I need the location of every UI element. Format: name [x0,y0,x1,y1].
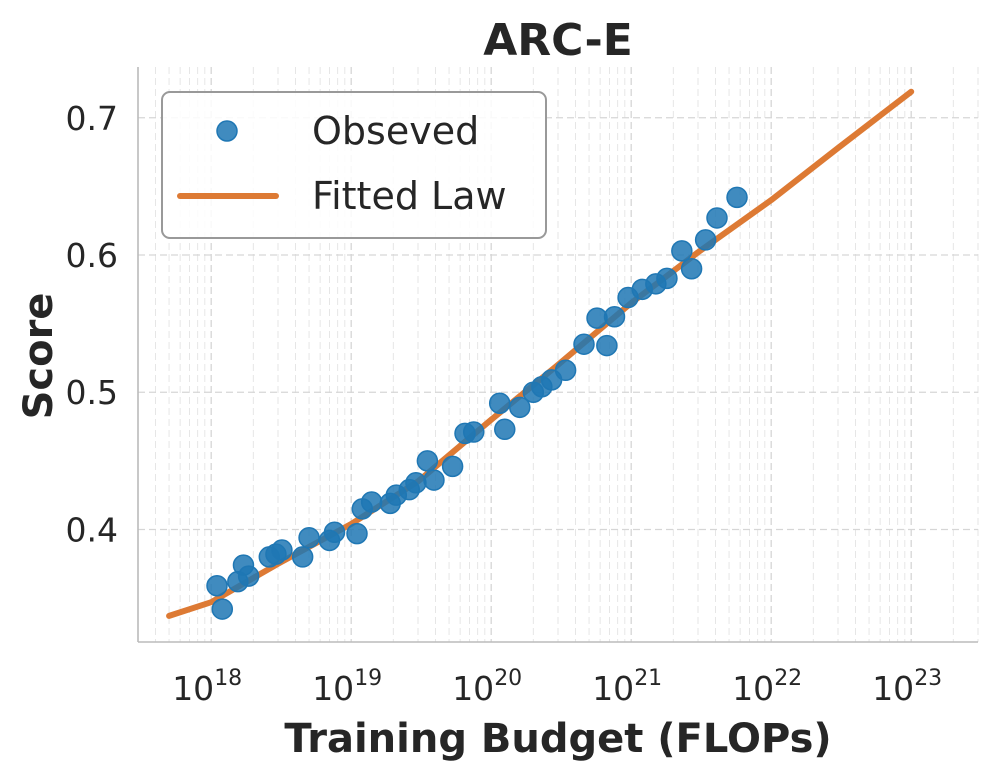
observed-point [680,257,703,280]
observed-point [726,186,748,209]
observed-point [323,521,346,543]
observed-point [441,455,464,478]
observed-point [416,450,439,472]
observed-point [360,491,383,513]
x-tick-label: 1018 [172,666,242,708]
legend: Obseved Fitted Law [161,91,547,239]
observed-point [298,526,320,549]
y-tick-label: 0.4 [66,510,118,549]
observed-point [346,522,368,545]
x-tick-label: 1019 [312,666,382,708]
observed-point [291,546,314,568]
chart-title: ARC-E [483,15,633,66]
observed-points-layer [206,186,748,620]
observed-point [694,229,717,251]
grid [137,67,979,642]
x-tick-label: 1022 [732,666,802,708]
observed-point [494,418,516,441]
observed-point [462,421,485,443]
observed-point [596,334,618,357]
legend-observed-marker [216,120,238,142]
x-tick-label: 1021 [592,666,662,708]
observed-point [509,396,531,419]
legend-observed-label: Obseved [312,109,479,153]
observed-point [423,469,445,491]
legend-fitted-label: Fitted Law [312,174,507,218]
y-tick-labels: 0.4 0.5 0.6 0.7 [66,99,118,550]
observed-point [554,359,577,382]
observed-point [603,306,626,328]
x-tick-label: 1023 [872,666,942,708]
y-axis-label: Score [16,293,62,420]
y-tick-label: 0.5 [66,373,118,412]
x-axis-label: Training Budget (FLOPs) [284,716,831,762]
observed-point [706,207,728,229]
observed-point [271,539,293,561]
observed-point [237,565,260,587]
observed-point [573,333,595,355]
observed-point [671,240,693,262]
y-tick-label: 0.7 [66,99,118,138]
y-tick-label: 0.6 [66,236,118,275]
observed-point [405,472,427,494]
observed-point [211,598,234,620]
observed-point [656,267,678,290]
x-tick-labels: 1018 1019 1020 1021 1022 1023 [172,666,942,708]
observed-point [206,574,228,597]
observed-point [488,392,511,414]
legend-box [161,91,547,239]
x-tick-label: 1020 [452,666,522,708]
